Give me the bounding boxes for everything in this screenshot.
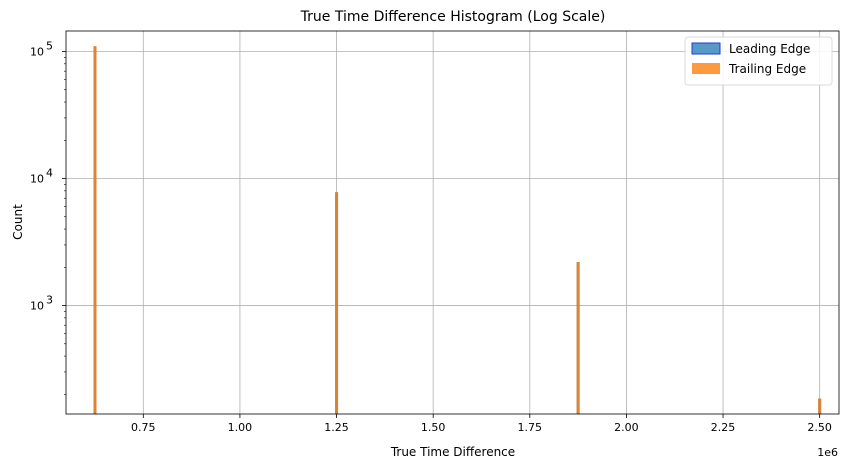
x-offset-label: 1e6 [817, 446, 838, 459]
legend-swatch [691, 42, 721, 55]
x-tick-label: 2.00 [614, 421, 639, 434]
y-axis-label: Count [11, 204, 25, 240]
x-axis-ticks: 0.75 1.00 1.25 1.50 1.75 2.00 2.25 2.50 [131, 414, 832, 434]
bars-group [93, 46, 822, 414]
x-tick-label: 1.25 [324, 421, 349, 434]
plot-frame [65, 30, 840, 415]
legend-label: Trailing Edge [728, 62, 806, 76]
y-tick-exponent: 4 [46, 167, 53, 180]
trailing-edge-bar [818, 398, 822, 414]
y-tick-label: 10 [30, 300, 44, 313]
x-tick-label: 1.00 [228, 421, 253, 434]
trailing-edge-bar [93, 46, 97, 414]
legend-label: Leading Edge [729, 42, 810, 56]
x-tick-label: 2.50 [807, 421, 832, 434]
trailing-edge-bar [335, 192, 339, 414]
x-tick-label: 1.50 [421, 421, 446, 434]
x-tick-label: 1.75 [518, 421, 543, 434]
legend-swatch [692, 63, 720, 74]
x-tick-label: 0.75 [131, 421, 156, 434]
y-tick-exponent: 3 [46, 294, 53, 307]
grid-lines [66, 31, 839, 414]
trailing-edge-bar [576, 262, 580, 414]
y-tick-label: 10 [30, 173, 44, 186]
x-tick-label: 2.25 [711, 421, 736, 434]
chart-title: True Time Difference Histogram (Log Scal… [300, 9, 606, 25]
legend: Leading Edge Trailing Edge [684, 36, 833, 86]
y-tick-exponent: 5 [46, 39, 53, 52]
legend-frame [684, 36, 833, 86]
x-axis-label: True Time Difference [390, 445, 515, 459]
y-tick-label: 10 [30, 45, 44, 58]
